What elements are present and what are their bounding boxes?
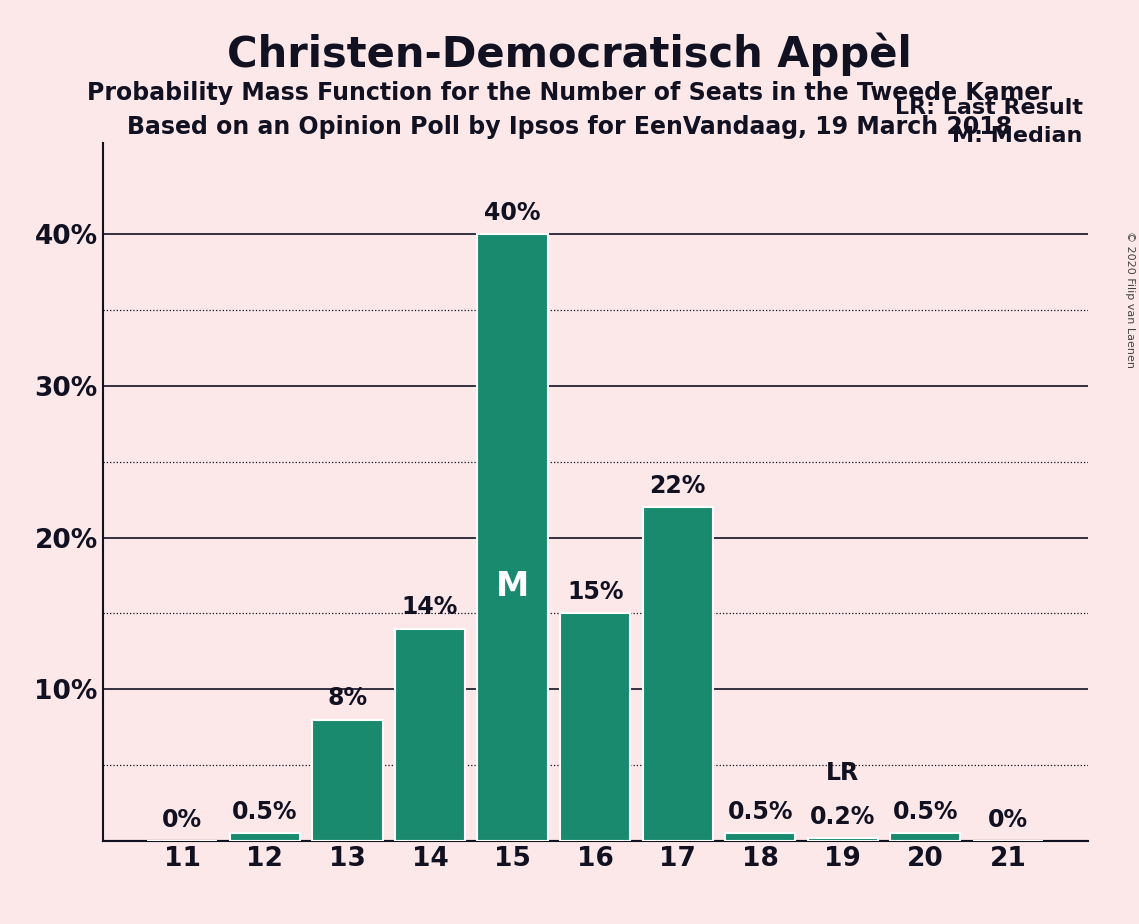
Text: 40%: 40%	[484, 201, 541, 225]
Bar	[477, 234, 548, 841]
Text: LR: Last Result: LR: Last Result	[895, 98, 1083, 118]
Text: 0.5%: 0.5%	[232, 800, 297, 824]
Bar	[642, 507, 713, 841]
Text: 8%: 8%	[327, 687, 368, 711]
Bar	[395, 628, 465, 841]
Bar	[808, 838, 878, 841]
Bar	[560, 614, 630, 841]
Text: Based on an Opinion Poll by Ipsos for EenVandaag, 19 March 2018: Based on an Opinion Poll by Ipsos for Ee…	[126, 115, 1013, 139]
Bar	[726, 833, 795, 841]
Text: 15%: 15%	[567, 580, 623, 604]
Text: M: Median: M: Median	[952, 126, 1083, 146]
Text: 0%: 0%	[163, 808, 203, 832]
Text: 0%: 0%	[988, 808, 1027, 832]
Bar	[891, 833, 960, 841]
Text: 0.5%: 0.5%	[728, 800, 793, 824]
Text: 14%: 14%	[402, 595, 458, 619]
Text: 0.5%: 0.5%	[893, 800, 958, 824]
Text: © 2020 Filip van Laenen: © 2020 Filip van Laenen	[1125, 231, 1134, 368]
Text: Probability Mass Function for the Number of Seats in the Tweede Kamer: Probability Mass Function for the Number…	[87, 81, 1052, 105]
Text: 0.2%: 0.2%	[810, 805, 876, 829]
Bar	[312, 720, 383, 841]
Text: 22%: 22%	[649, 474, 706, 498]
Text: LR: LR	[826, 760, 859, 784]
Bar	[230, 833, 300, 841]
Text: M: M	[495, 569, 530, 602]
Text: Christen-Democratisch Appèl: Christen-Democratisch Appèl	[227, 32, 912, 76]
